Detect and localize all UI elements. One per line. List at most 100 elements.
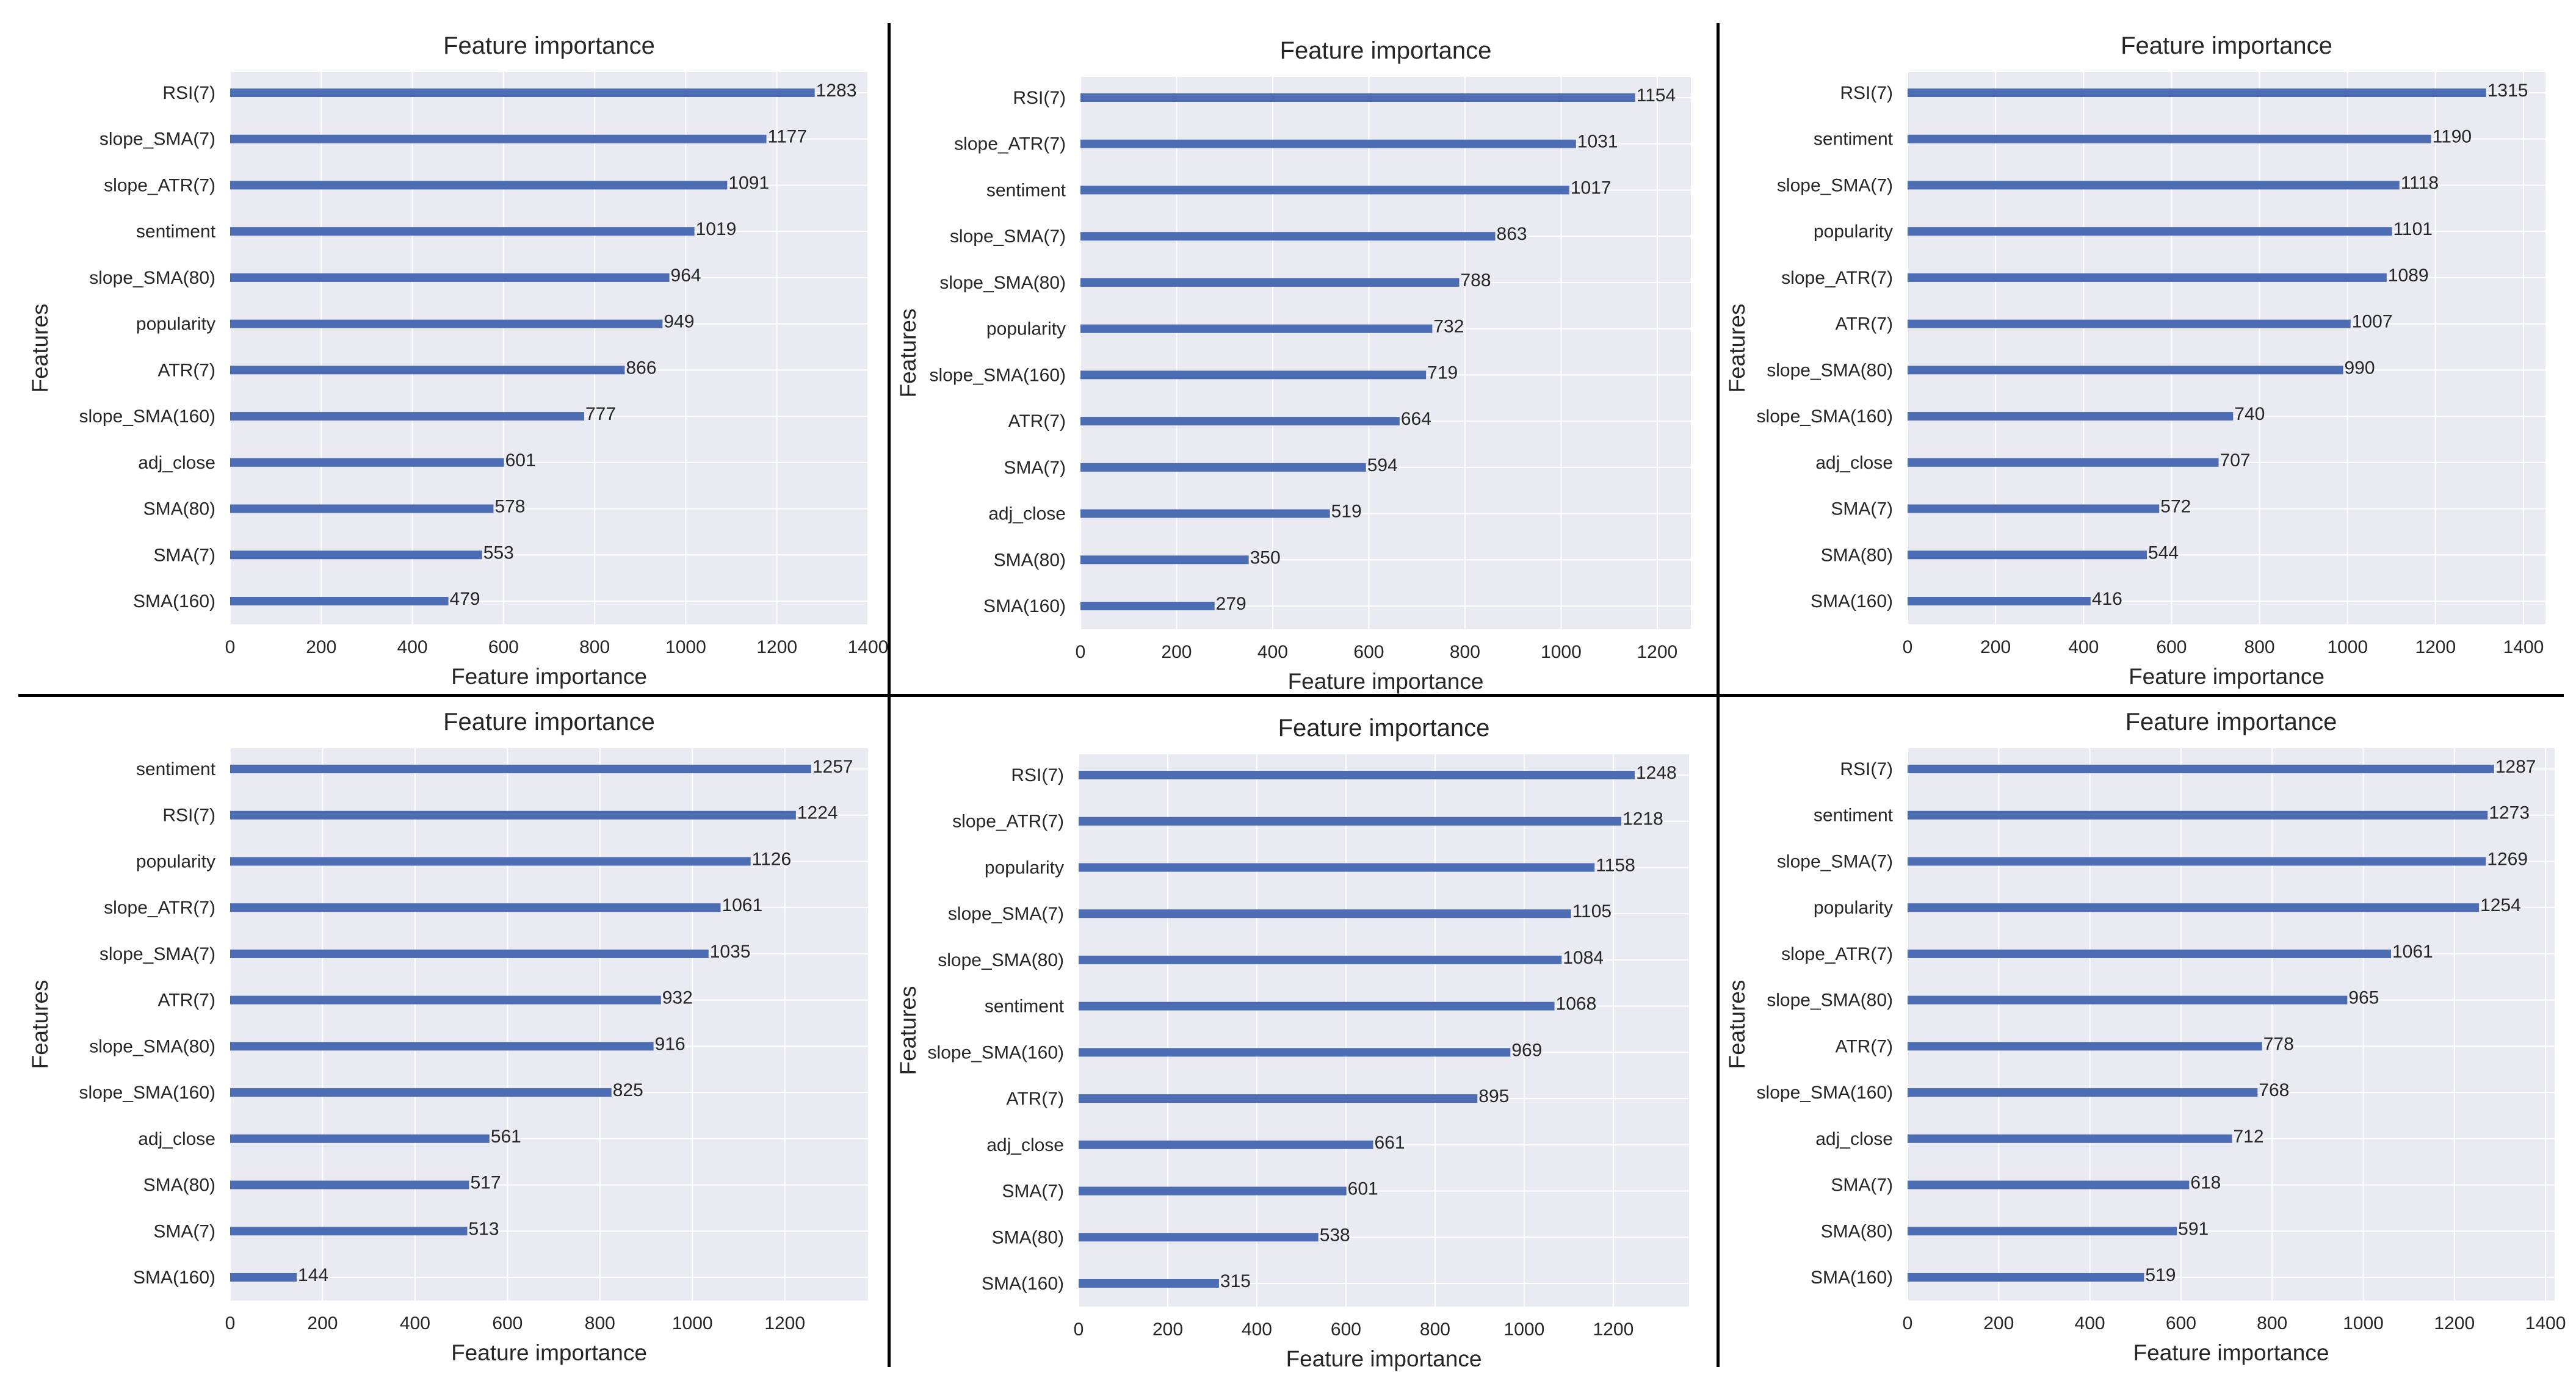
value-label-adj-close: 661 bbox=[1374, 1133, 1405, 1153]
bar-atr-7 bbox=[230, 995, 661, 1005]
y-axis-label: Features bbox=[895, 308, 921, 397]
value-label-slope-sma-7: 1035 bbox=[710, 942, 751, 962]
bar-slope-sma-80 bbox=[1908, 995, 2348, 1005]
value-label-rsi-7: 1283 bbox=[816, 81, 857, 101]
chart-title: Feature importance bbox=[2121, 32, 2332, 59]
x-tick-label: 200 bbox=[307, 1313, 338, 1333]
category-label-slope-sma-80: slope_SMA(80) bbox=[1767, 990, 1893, 1011]
value-label-slope-sma-80: 788 bbox=[1460, 270, 1491, 290]
category-label-rsi-7: RSI(7) bbox=[1840, 83, 1893, 103]
bar-slope-atr-7 bbox=[230, 903, 721, 912]
category-label-slope-sma-7: slope_SMA(7) bbox=[99, 944, 215, 964]
category-label-popularity: popularity bbox=[136, 314, 215, 334]
bar-adj-close bbox=[1079, 1140, 1373, 1149]
category-label-rsi-7: RSI(7) bbox=[162, 83, 215, 103]
bar-sma-80 bbox=[1079, 1233, 1319, 1242]
bar-adj-close bbox=[230, 1134, 490, 1143]
value-label-slope-atr-7: 1091 bbox=[728, 173, 769, 193]
category-label-sma-80: SMA(80) bbox=[143, 1175, 215, 1196]
bar-sma-7 bbox=[1080, 463, 1366, 472]
plot-area bbox=[230, 748, 868, 1301]
value-label-atr-7: 866 bbox=[626, 358, 656, 378]
category-label-slope-sma-160: slope_SMA(160) bbox=[1757, 1083, 1893, 1103]
vertical-divider-left bbox=[888, 23, 891, 1367]
category-label-slope-sma-7: slope_SMA(7) bbox=[950, 226, 1066, 247]
value-label-sentiment: 1068 bbox=[1556, 994, 1597, 1014]
value-label-sma-80: 517 bbox=[470, 1173, 501, 1193]
bar-slope-sma-160 bbox=[230, 412, 584, 421]
value-label-slope-sma-160: 825 bbox=[613, 1080, 643, 1100]
value-label-popularity: 949 bbox=[664, 312, 694, 332]
category-label-sentiment: sentiment bbox=[1814, 129, 1894, 150]
value-label-sma-160: 315 bbox=[1220, 1271, 1251, 1291]
chart-top-left: 0 200 400 600 800 1000 1200 1400 RSI(7) 1283 slope… bbox=[27, 32, 888, 689]
value-label-sma-7: 618 bbox=[2190, 1173, 2221, 1193]
x-tick-label: 1000 bbox=[2343, 1313, 2384, 1333]
bar-popularity bbox=[1908, 903, 2480, 912]
value-label-sma-7: 594 bbox=[1367, 455, 1398, 475]
category-label-slope-sma-80: slope_SMA(80) bbox=[89, 1036, 215, 1056]
bar-adj-close bbox=[1080, 509, 1330, 518]
category-label-rsi-7: RSI(7) bbox=[1840, 759, 1893, 779]
x-tick-label: 400 bbox=[400, 1313, 430, 1333]
bar-sma-80 bbox=[1080, 555, 1249, 565]
bar-slope-sma-80 bbox=[1080, 278, 1460, 287]
bar-sma-160 bbox=[1908, 1273, 2144, 1282]
category-label-slope-sma-7: slope_SMA(7) bbox=[1777, 175, 1893, 195]
bar-slope-sma-160 bbox=[1080, 370, 1427, 380]
x-tick-label: 0 bbox=[1903, 1313, 1913, 1333]
bar-sentiment bbox=[1079, 1001, 1555, 1011]
value-label-sentiment: 1273 bbox=[2489, 803, 2530, 823]
bar-slope-sma-160 bbox=[230, 1088, 612, 1097]
chart-title: Feature importance bbox=[1278, 715, 1490, 741]
x-tick-label: 0 bbox=[225, 1313, 236, 1333]
category-label-sma-7: SMA(7) bbox=[1831, 1175, 1893, 1196]
value-label-sma-160: 416 bbox=[2092, 589, 2122, 609]
x-axis-label: Feature importance bbox=[1288, 669, 1484, 694]
value-label-sma-160: 519 bbox=[2145, 1265, 2176, 1285]
value-label-sma-7: 513 bbox=[468, 1219, 499, 1239]
bar-sma-7 bbox=[1908, 1180, 2190, 1189]
bar-rsi-7 bbox=[1908, 88, 2486, 97]
y-axis-label: Features bbox=[27, 980, 52, 1069]
x-tick-label: 200 bbox=[1161, 642, 1192, 662]
bar-rsi-7 bbox=[1080, 93, 1635, 102]
category-label-slope-sma-7: slope_SMA(7) bbox=[99, 129, 215, 150]
bar-slope-sma-7 bbox=[230, 949, 709, 958]
value-label-rsi-7: 1287 bbox=[2495, 757, 2536, 777]
value-label-slope-sma-160: 740 bbox=[2234, 404, 2265, 424]
y-axis-label: Features bbox=[27, 303, 52, 392]
category-label-sma-160: SMA(160) bbox=[983, 596, 1066, 616]
value-label-sma-160: 144 bbox=[298, 1265, 328, 1285]
bar-adj-close bbox=[1908, 458, 2219, 467]
value-label-slope-atr-7: 1061 bbox=[722, 895, 762, 915]
bar-rsi-7 bbox=[1079, 771, 1635, 779]
bar-rsi-7 bbox=[1908, 765, 2494, 773]
chart-bottom-left: 0 200 400 600 800 1000 1200 sentiment 1257 RSI(7)… bbox=[27, 709, 868, 1365]
category-label-sma-7: SMA(7) bbox=[1004, 458, 1066, 478]
category-label-adj-close: adj_close bbox=[1815, 453, 1893, 473]
value-label-sma-80: 578 bbox=[494, 497, 525, 517]
category-label-sma-160: SMA(160) bbox=[982, 1274, 1064, 1294]
bar-atr-7 bbox=[1079, 1094, 1478, 1103]
x-tick-label: 1000 bbox=[1541, 642, 1582, 662]
bar-slope-atr-7 bbox=[1080, 139, 1576, 148]
x-tick-label: 1200 bbox=[2434, 1313, 2475, 1333]
category-label-slope-sma-160: slope_SMA(160) bbox=[79, 1083, 215, 1103]
category-label-rsi-7: RSI(7) bbox=[1013, 88, 1066, 108]
value-label-sma-7: 553 bbox=[483, 543, 514, 563]
bar-rsi-7 bbox=[230, 810, 796, 820]
value-label-popularity: 1254 bbox=[2480, 895, 2521, 915]
category-label-sma-80: SMA(80) bbox=[1821, 545, 1893, 565]
bar-slope-sma-7 bbox=[1079, 909, 1571, 918]
bar-sma-160 bbox=[1908, 597, 2091, 605]
category-label-slope-atr-7: slope_ATR(7) bbox=[104, 898, 215, 918]
x-tick-label: 1200 bbox=[1637, 642, 1678, 662]
x-axis-label: Feature importance bbox=[2129, 664, 2325, 689]
x-tick-label: 800 bbox=[2257, 1313, 2287, 1333]
y-axis-label: Features bbox=[1724, 980, 1749, 1069]
value-label-slope-sma-160: 768 bbox=[2259, 1080, 2289, 1100]
x-axis-label: Feature importance bbox=[1286, 1346, 1482, 1371]
category-label-popularity: popularity bbox=[136, 851, 215, 871]
bar-slope-sma-7 bbox=[1908, 181, 2400, 190]
